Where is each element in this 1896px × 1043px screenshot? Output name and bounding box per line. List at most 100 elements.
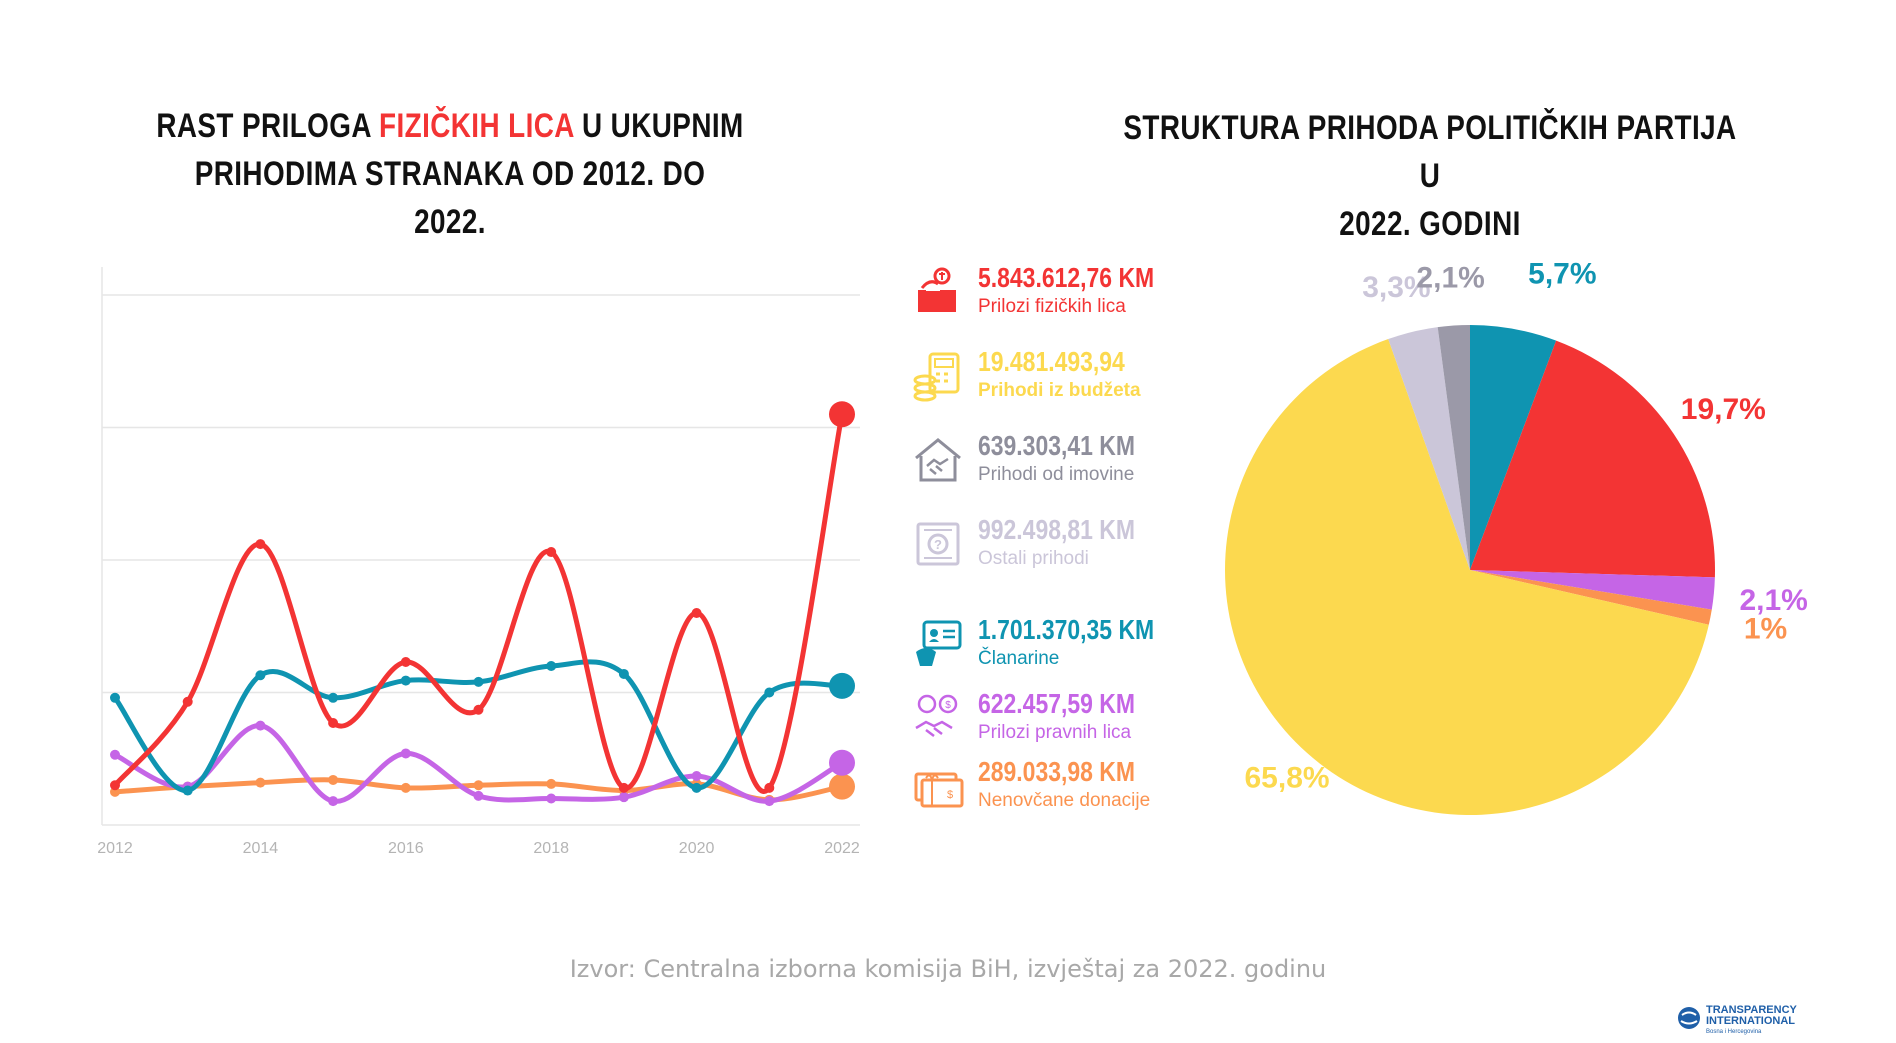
series-end-marker <box>829 401 855 428</box>
pie-slice-label: 5,7% <box>1528 258 1596 291</box>
logo-line2: INTERNATIONAL <box>1706 1015 1796 1027</box>
pie-slice-label: 1% <box>1744 612 1787 645</box>
x-tick-label: 2018 <box>533 840 569 857</box>
data-point <box>182 696 193 707</box>
legend-item-pravna-lica: $ 622.457,59 KM Prilozi pravnih lica <box>912 688 1212 748</box>
data-point <box>546 661 557 671</box>
pie-slice-label: 3,3% <box>1362 271 1430 304</box>
data-point <box>618 668 629 679</box>
data-point <box>400 748 411 759</box>
data-point <box>255 539 266 550</box>
globe-icon <box>1678 1007 1700 1029</box>
legend-value: 639.303,41 KM <box>978 430 1136 461</box>
x-tick-label: 2012 <box>97 840 133 857</box>
legend-label: Nenovčane donacije <box>978 790 1151 811</box>
svg-text:$: $ <box>947 789 953 801</box>
house-handshake-icon <box>915 438 961 482</box>
legend-item-nenovcane: $ 289.033,98 KM Nenovčane donacije <box>912 756 1212 816</box>
data-point <box>473 780 484 791</box>
pie-title-line1: STRUKTURA PRIHODA POLITIČKIH PARTIJA U <box>1123 109 1737 195</box>
data-point <box>546 778 557 789</box>
data-point <box>473 704 484 715</box>
data-point <box>764 687 775 698</box>
data-point <box>400 675 411 686</box>
legend-label: Prilozi pravnih lica <box>978 722 1132 743</box>
series-end-marker <box>829 749 855 776</box>
member-card-icon <box>916 620 962 666</box>
svg-text:?: ? <box>934 537 942 552</box>
pie-slice <box>1470 570 1712 625</box>
legend-item-fizicka-lica: 5.843.612,76 KM Prilozi fizičkih lica <box>912 262 1212 322</box>
data-point <box>473 790 484 801</box>
logo-subtitle: Bosna i Hercegovina <box>1706 1029 1762 1035</box>
title-highlight: FIZIČKIH LICA <box>379 107 574 145</box>
legend-value: 1.701.370,35 KM <box>978 614 1155 645</box>
data-point <box>618 792 629 803</box>
donation-box-icon <box>918 267 956 312</box>
data-point <box>328 774 339 785</box>
svg-text:$: $ <box>945 700 951 711</box>
x-tick-label: 2020 <box>679 840 715 857</box>
title-line2: PRIHODIMA STRANAKA OD 2012. DO 2022. <box>194 155 706 241</box>
series-line-2 <box>112 723 845 804</box>
pie-chart-title: STRUKTURA PRIHODA POLITIČKIH PARTIJA U 2… <box>1118 104 1741 248</box>
x-tick-label: 2014 <box>243 840 279 857</box>
legend-label: Prihodi od imovine <box>978 464 1135 485</box>
data-point <box>255 777 266 788</box>
legend-label: Prihodi iz budžeta <box>978 380 1141 401</box>
question-document-icon: ? <box>916 522 960 566</box>
x-tick-label: 2022 <box>824 840 860 857</box>
title-part2: U UKUPNIM <box>573 107 744 145</box>
line-chart-title: RAST PRILOGA FIZIČKIH LICA U UKUPNIM PRI… <box>155 102 745 246</box>
pie-chart: 5,7%19,7%2,1%1%65,8%3,3%2,1% <box>1224 258 1808 815</box>
data-point <box>110 692 120 703</box>
data-point <box>110 780 120 791</box>
data-point <box>691 608 702 618</box>
pie-slice <box>1470 570 1715 610</box>
legend-item-clanarine: 1.701.370,35 KM Članarine <box>912 614 1212 674</box>
gift-voucher-icon: $ <box>914 772 964 808</box>
handshake-chat-icon: $ <box>915 694 958 737</box>
source-note: Izvor: Centralna izborna komisija BiH, i… <box>569 955 1327 983</box>
legend-label: Prilozi fizičkih lica <box>978 296 1126 317</box>
legend-label: Ostali prihodi <box>978 548 1089 569</box>
legend-value: 19.481.493,94 <box>978 346 1125 377</box>
series-end-marker <box>829 672 855 699</box>
legend-value: 289.033,98 KM <box>978 756 1136 787</box>
pie-slice-label: 65,8% <box>1245 761 1330 794</box>
data-point <box>400 782 411 793</box>
data-point <box>546 547 557 558</box>
data-point <box>618 782 629 793</box>
data-point <box>255 670 266 681</box>
legend-value: 622.457,59 KM <box>978 688 1136 719</box>
data-point <box>255 720 266 731</box>
legend-item-budzet: 19.481.493,94 Prihodi iz budžeta <box>912 346 1212 406</box>
legend-value: 992.498,81 KM <box>978 514 1136 545</box>
calculator-coins-icon <box>913 352 960 402</box>
pie-slice <box>1388 327 1470 570</box>
data-point <box>546 793 557 804</box>
pie-slice <box>1470 340 1715 578</box>
data-point <box>110 749 120 760</box>
data-point <box>764 782 775 793</box>
title-part1: RAST PRILOGA <box>156 107 380 145</box>
transparency-logo: TRANSPARENCY INTERNATIONAL Bosna i Herce… <box>1676 1003 1816 1039</box>
legend-label: Članarine <box>978 648 1060 669</box>
data-point <box>328 717 339 728</box>
logo-text: TRANSPARENCY INTERNATIONAL <box>1706 1005 1797 1027</box>
series-end-marker <box>829 773 855 800</box>
legend-item-imovina: 639.303,41 KM Prihodi od imovine <box>912 430 1212 490</box>
data-point <box>182 785 193 796</box>
pie-slice-label: 19,7% <box>1681 393 1766 426</box>
data-point <box>691 770 702 781</box>
legend-item-ostali: ? 992.498,81 KM Ostali prihodi <box>912 514 1212 574</box>
pie-slice-label: 2,1% <box>1739 584 1807 617</box>
data-point <box>473 676 484 687</box>
pie-slice <box>1224 339 1709 815</box>
logo-line1: TRANSPARENCY <box>1706 1004 1797 1016</box>
pie-slice <box>1470 325 1557 570</box>
data-point <box>328 692 339 703</box>
pie-title-line2: 2022. GODINI <box>1339 205 1521 243</box>
legend-value: 5.843.612,76 KM <box>978 262 1155 293</box>
data-point <box>400 657 411 668</box>
